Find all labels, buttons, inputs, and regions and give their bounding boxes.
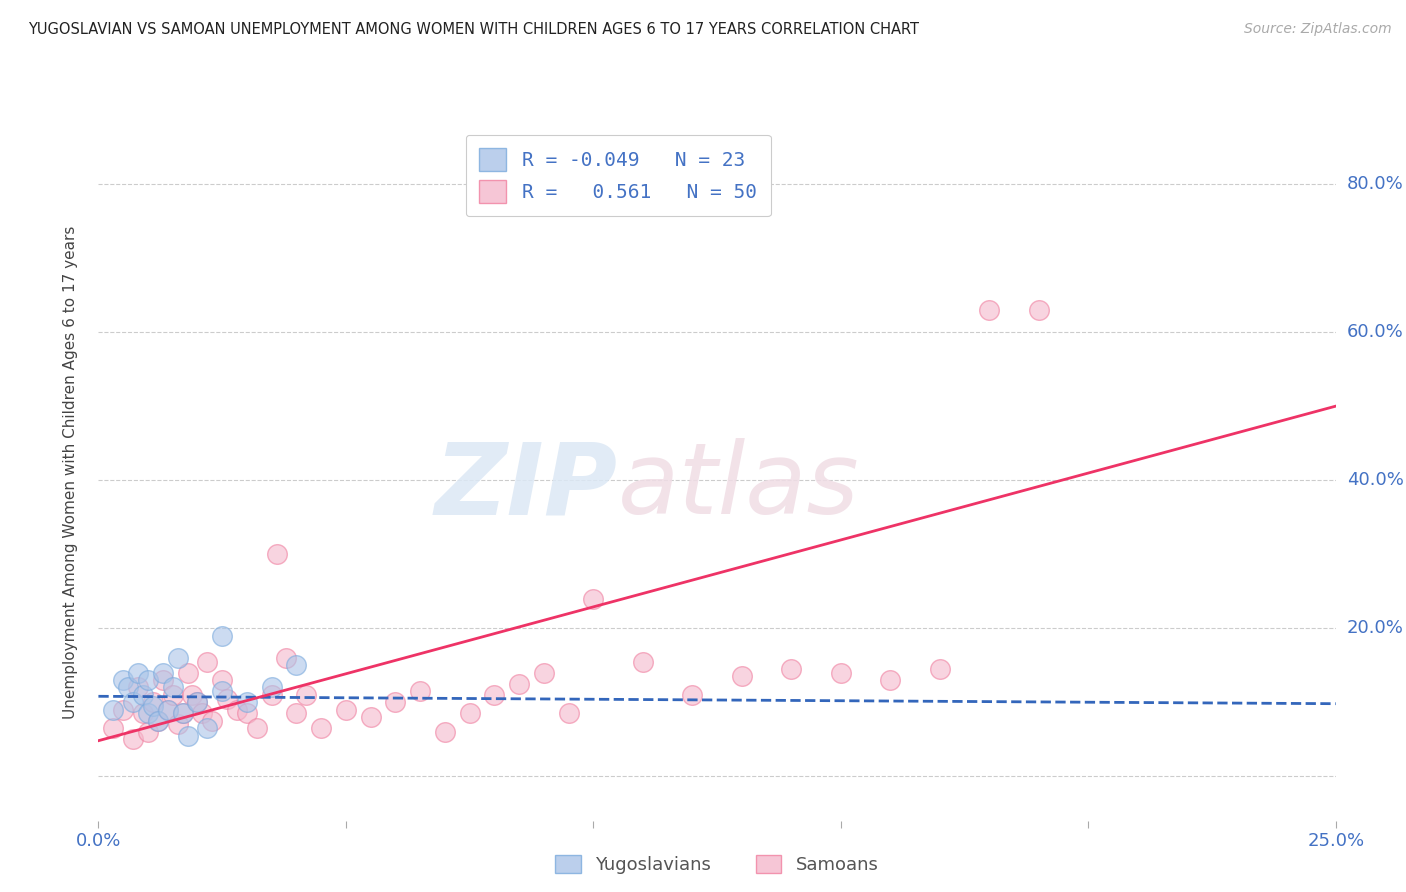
Point	[1028, 302, 1050, 317]
Text: 80.0%: 80.0%	[1347, 175, 1403, 193]
Text: 40.0%: 40.0%	[1347, 471, 1403, 489]
Point	[384, 695, 406, 709]
Point	[127, 665, 149, 680]
Point	[172, 706, 194, 721]
Point	[122, 695, 145, 709]
Text: ZIP: ZIP	[434, 438, 619, 535]
Point	[127, 681, 149, 695]
Point	[117, 681, 139, 695]
Point	[166, 650, 188, 665]
Point	[211, 629, 233, 643]
Point	[181, 688, 204, 702]
Point	[195, 655, 218, 669]
Point	[260, 681, 283, 695]
Point	[335, 703, 357, 717]
Point	[236, 706, 259, 721]
Point	[103, 703, 125, 717]
Text: atlas: atlas	[619, 438, 859, 535]
Point	[201, 714, 224, 728]
Point	[172, 706, 194, 721]
Point	[433, 724, 456, 739]
Point	[142, 698, 165, 713]
Point	[295, 688, 318, 702]
Point	[731, 669, 754, 683]
Point	[112, 703, 135, 717]
Point	[146, 714, 169, 728]
Point	[152, 665, 174, 680]
Point	[226, 703, 249, 717]
Point	[236, 695, 259, 709]
Y-axis label: Unemployment Among Women with Children Ages 6 to 17 years: Unemployment Among Women with Children A…	[63, 226, 77, 720]
Point	[309, 721, 332, 735]
Text: YUGOSLAVIAN VS SAMOAN UNEMPLOYMENT AMONG WOMEN WITH CHILDREN AGES 6 TO 17 YEARS : YUGOSLAVIAN VS SAMOAN UNEMPLOYMENT AMONG…	[28, 22, 920, 37]
Point	[112, 673, 135, 687]
Point	[533, 665, 555, 680]
Point	[195, 721, 218, 735]
Point	[132, 688, 155, 702]
Text: 60.0%: 60.0%	[1347, 323, 1403, 341]
Point	[166, 717, 188, 731]
Point	[484, 688, 506, 702]
Point	[979, 302, 1001, 317]
Point	[217, 691, 239, 706]
Point	[136, 673, 159, 687]
Point	[132, 706, 155, 721]
Point	[830, 665, 852, 680]
Point	[156, 703, 179, 717]
Point	[246, 721, 269, 735]
Point	[211, 673, 233, 687]
Point	[176, 729, 198, 743]
Point	[146, 714, 169, 728]
Point	[260, 688, 283, 702]
Point	[152, 673, 174, 687]
Point	[285, 658, 308, 673]
Point	[142, 695, 165, 709]
Point	[409, 684, 432, 698]
Point	[360, 710, 382, 724]
Text: 20.0%: 20.0%	[1347, 619, 1403, 637]
Point	[176, 665, 198, 680]
Point	[631, 655, 654, 669]
Text: Source: ZipAtlas.com: Source: ZipAtlas.com	[1244, 22, 1392, 37]
Point	[266, 547, 288, 561]
Point	[156, 703, 179, 717]
Point	[928, 662, 950, 676]
Point	[276, 650, 298, 665]
Point	[186, 695, 208, 709]
Point	[136, 724, 159, 739]
Point	[508, 676, 530, 690]
Point	[136, 706, 159, 721]
Point	[285, 706, 308, 721]
Point	[162, 688, 184, 702]
Point	[557, 706, 579, 721]
Point	[162, 681, 184, 695]
Point	[879, 673, 901, 687]
Point	[186, 695, 208, 709]
Point	[191, 706, 214, 721]
Point	[582, 591, 605, 606]
Point	[211, 684, 233, 698]
Point	[122, 732, 145, 747]
Point	[681, 688, 703, 702]
Legend: Yugoslavians, Samoans: Yugoslavians, Samoans	[548, 847, 886, 881]
Point	[103, 721, 125, 735]
Point	[780, 662, 803, 676]
Point	[458, 706, 481, 721]
